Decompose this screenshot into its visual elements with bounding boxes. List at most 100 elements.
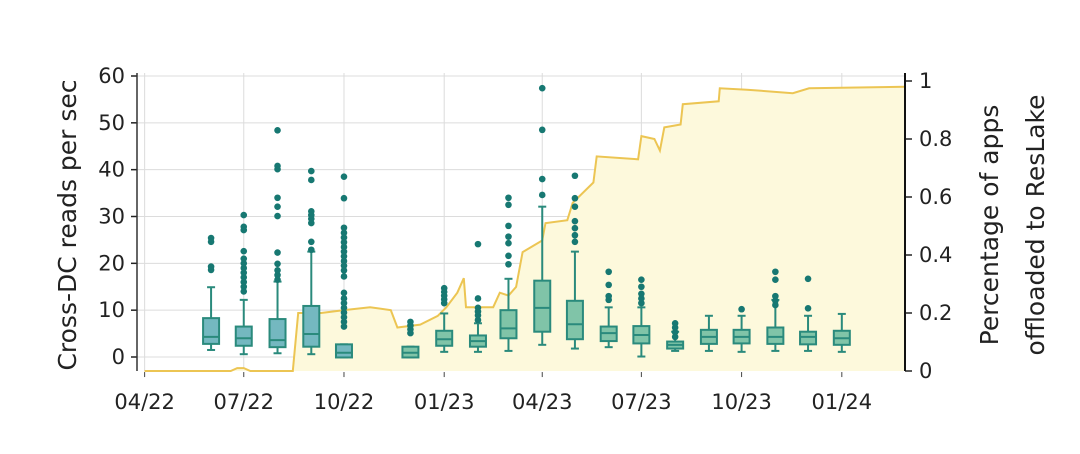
outlier-point xyxy=(240,264,248,272)
outlier-point xyxy=(340,318,348,326)
y-axis-label: Cross-DC reads per sec xyxy=(53,79,82,370)
x-tick-label: 04/22 xyxy=(114,390,175,414)
outlier-point xyxy=(240,283,248,291)
outlier-point xyxy=(340,295,348,302)
outlier-point xyxy=(274,212,281,220)
y2-tick-label: 0.2 xyxy=(919,301,952,325)
outlier-point xyxy=(240,278,248,286)
box-2022-08-01 xyxy=(268,127,287,355)
outlier-point xyxy=(571,194,579,202)
outlier-point xyxy=(505,222,512,230)
x-tick-label: 01/24 xyxy=(812,390,873,414)
outlier-point xyxy=(340,194,348,202)
outlier-point xyxy=(274,260,281,268)
outlier-point xyxy=(538,175,546,183)
box-2023-03-01 xyxy=(499,194,518,352)
box-2022-12-01 xyxy=(401,318,420,359)
outlier-point xyxy=(772,276,779,284)
outlier-point xyxy=(738,305,745,313)
outlier-point xyxy=(505,260,512,268)
outlier-point xyxy=(340,262,348,269)
x-tick-label: 07/22 xyxy=(213,390,274,414)
outlier-point xyxy=(274,203,281,210)
box-2023-07-01 xyxy=(632,276,651,358)
outlier-point xyxy=(340,267,348,274)
box-2023-02-01 xyxy=(468,240,487,353)
outlier-point xyxy=(340,304,348,312)
y-tick-label: 20 xyxy=(98,251,125,275)
x-tick-label: 10/23 xyxy=(711,390,772,414)
box-2022-07-01 xyxy=(234,211,253,356)
outlier-point xyxy=(274,276,281,284)
box-2023-04-01 xyxy=(533,84,552,346)
y-tick-label: 0 xyxy=(112,345,125,369)
outlier-point xyxy=(340,253,348,260)
x-tick-label: 01/23 xyxy=(414,390,475,414)
box-2022-06-01 xyxy=(202,234,221,351)
box-2022-10-01 xyxy=(334,173,353,359)
outlier-point xyxy=(340,173,348,180)
outlier-point xyxy=(571,231,579,239)
x-tick-label: 07/23 xyxy=(611,390,672,414)
outlier-point xyxy=(274,127,281,134)
box-2023-12-01 xyxy=(799,275,818,352)
outlier-point xyxy=(240,247,248,255)
outlier-point xyxy=(340,273,348,280)
outlier-point xyxy=(571,203,579,210)
y2-axis-label-line2: offloaded to ResLake xyxy=(1021,94,1050,355)
box-2023-06-01 xyxy=(599,268,618,349)
outlier-point xyxy=(407,318,414,326)
outlier-point xyxy=(772,297,779,305)
y-tick-label: 60 xyxy=(98,64,125,88)
outlier-point xyxy=(804,275,812,283)
box-iqr xyxy=(565,299,584,341)
outlier-point xyxy=(505,252,512,260)
outlier-point xyxy=(340,299,348,307)
outlier-point xyxy=(772,292,779,300)
y2-tick-label: 1 xyxy=(919,69,932,93)
outlier-point xyxy=(638,276,645,284)
y-tick-label: 30 xyxy=(98,205,125,229)
outlier-point xyxy=(340,229,348,237)
y-tick-label: 40 xyxy=(98,158,125,182)
outlier-point xyxy=(638,283,645,291)
box-iqr xyxy=(234,325,253,347)
outlier-point xyxy=(505,194,512,202)
box-iqr xyxy=(202,317,221,345)
box-iqr xyxy=(499,309,518,340)
box-2023-10-01 xyxy=(732,305,751,353)
x-tick-label: 04/23 xyxy=(512,390,573,414)
outlier-point xyxy=(207,234,215,242)
outlier-point xyxy=(240,255,248,262)
box-iqr xyxy=(302,304,321,348)
box-2023-11-01 xyxy=(766,268,785,352)
outlier-point xyxy=(571,217,579,225)
box-iqr xyxy=(766,326,785,345)
outlier-point xyxy=(671,328,679,336)
box-iqr xyxy=(268,318,287,349)
outlier-point xyxy=(505,201,512,209)
outlier-point xyxy=(538,84,546,92)
outlier-point xyxy=(307,167,315,175)
outlier-point xyxy=(505,233,512,240)
outlier-point xyxy=(340,238,348,246)
outlier-point xyxy=(571,172,579,180)
outlier-point xyxy=(274,194,281,202)
outlier-point xyxy=(274,162,281,170)
offload-area xyxy=(144,85,906,372)
box-2023-05-01 xyxy=(565,172,584,350)
outlier-point xyxy=(307,238,315,246)
box-2022-09-01 xyxy=(302,167,321,356)
outlier-point xyxy=(638,299,645,307)
outlier-point xyxy=(505,239,512,247)
outlier-point xyxy=(772,268,779,276)
outlier-point xyxy=(340,257,348,265)
box-iqr xyxy=(533,279,552,333)
outlier-point xyxy=(307,176,315,184)
outlier-point xyxy=(240,274,248,281)
outlier-point xyxy=(240,223,248,231)
box-2024-01-01 xyxy=(832,312,851,353)
outlier-point xyxy=(440,284,448,292)
box-iqr xyxy=(334,343,353,359)
